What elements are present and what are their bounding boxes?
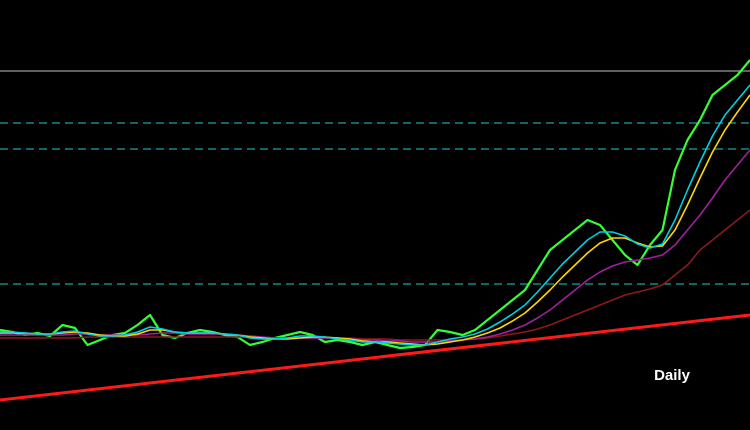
moving-average [0,209,750,341]
timeframe-label: Daily [654,367,691,384]
trend-line [0,313,750,402]
moving-average [0,149,750,343]
moving-average [0,84,750,346]
price-line [0,59,750,350]
moving-average [0,94,750,346]
